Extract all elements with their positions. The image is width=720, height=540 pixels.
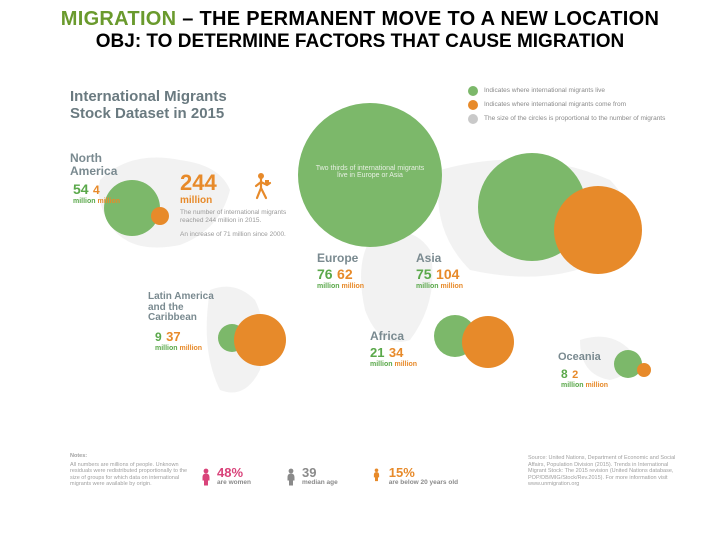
region-label-north-america: NorthAmerica bbox=[70, 152, 117, 177]
region-values-africa: 21 34million million bbox=[370, 345, 417, 368]
headline-circle-text: Two thirds of international migrants liv… bbox=[310, 165, 430, 179]
region-label-oceania: Oceania bbox=[558, 352, 601, 364]
total-desc: The number of international migrants rea… bbox=[180, 209, 295, 225]
title-highlight: MIGRATION bbox=[61, 8, 177, 30]
infographic-title-l1: International Migrants bbox=[70, 88, 227, 105]
region-label-europe: Europe bbox=[317, 252, 358, 265]
legend-dot-icon bbox=[468, 100, 478, 110]
region-label-asia: Asia bbox=[416, 252, 441, 265]
bottom-stats: 48%are women 39median age 15%are below 20 … bbox=[200, 466, 458, 486]
notes-heading: Notes: bbox=[70, 453, 190, 460]
notes-block: Notes: All numbers are millions of peopl… bbox=[70, 453, 190, 488]
region-values-oceania: 8 2million million bbox=[561, 366, 608, 389]
region-label-africa: Africa bbox=[370, 330, 404, 343]
stat-text-young: 15%are below 20 years old bbox=[389, 466, 458, 486]
infographic-title: International Migrants Stock Dataset in … bbox=[70, 88, 227, 123]
region-label-latam: Latin Americaand theCaribbean bbox=[148, 292, 214, 324]
region-values-latam: 9 37million million bbox=[155, 329, 202, 352]
total-unit: million bbox=[180, 195, 295, 206]
slide-title: MIGRATION – THE PERMANENT MOVE TO A NEW … bbox=[0, 0, 720, 53]
north-america-circle-from bbox=[151, 207, 169, 225]
source-block: Source: United Nations, Department of Ec… bbox=[528, 455, 678, 488]
stat-young: 15%are below 20 years old bbox=[372, 466, 458, 486]
legend-text: The size of the circles is proportional … bbox=[484, 115, 665, 123]
total-increase: An increase of 71 million since 2000. bbox=[180, 231, 295, 239]
title-line-1: MIGRATION – THE PERMANENT MOVE TO A NEW … bbox=[12, 8, 708, 31]
infographic-title-l2: Stock Dataset in 2015 bbox=[70, 105, 227, 122]
total-block: 244 million The number of international … bbox=[180, 173, 295, 238]
title-line-2: OBJ: TO DETERMINE FACTORS THAT CAUSE MIG… bbox=[12, 31, 708, 53]
infographic-canvas: International Migrants Stock Dataset in … bbox=[60, 80, 688, 500]
child-icon bbox=[372, 468, 384, 484]
legend: Indicates where international migrants l… bbox=[468, 86, 678, 128]
total-value: 244 bbox=[180, 170, 217, 195]
legend-text: Indicates where international migrants l… bbox=[484, 87, 605, 95]
latam-circle-from bbox=[234, 314, 286, 366]
africa-circle-from bbox=[462, 316, 514, 368]
stat-text-median: 39median age bbox=[302, 466, 338, 486]
region-values-north-america: 54 4million million bbox=[73, 182, 120, 205]
legend-text: Indicates where international migrants c… bbox=[484, 101, 626, 109]
legend-row-2: The size of the circles is proportional … bbox=[468, 114, 678, 124]
stat-text-women: 48%are women bbox=[217, 466, 251, 486]
notes-body: All numbers are millions of people. Unkn… bbox=[70, 462, 190, 488]
walker-icon bbox=[250, 172, 272, 202]
stat-women: 48%are women bbox=[200, 466, 251, 486]
legend-dot-icon bbox=[468, 114, 478, 124]
legend-dot-icon bbox=[468, 86, 478, 96]
female-icon bbox=[200, 468, 212, 484]
region-values-asia: 75 104million million bbox=[416, 267, 463, 290]
oceania-circle-from bbox=[637, 363, 651, 377]
asia-circle-from bbox=[554, 186, 642, 274]
legend-row-1: Indicates where international migrants c… bbox=[468, 100, 678, 110]
title-rest: – THE PERMANENT MOVE TO A NEW LOCATION bbox=[176, 8, 659, 30]
stat-median: 39median age bbox=[285, 466, 338, 486]
legend-row-0: Indicates where international migrants l… bbox=[468, 86, 678, 96]
region-values-europe: 76 62million million bbox=[317, 267, 364, 290]
person-icon bbox=[285, 468, 297, 484]
